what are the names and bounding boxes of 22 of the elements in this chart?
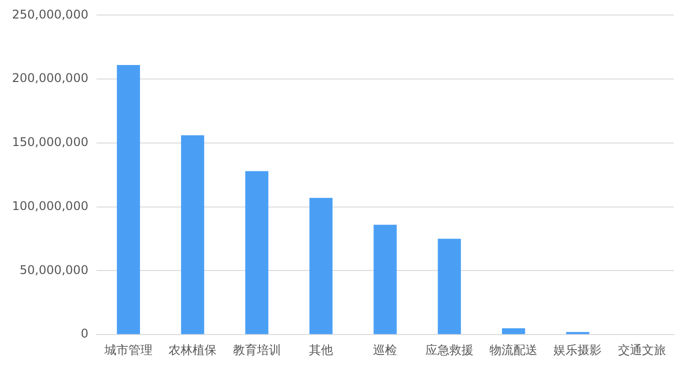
- x-tick-label: 交通文旅: [618, 342, 666, 357]
- bar: [181, 135, 204, 334]
- x-tick-label: 农林植保: [168, 342, 217, 357]
- bar: [502, 328, 526, 334]
- bar: [438, 238, 461, 334]
- x-tick-label: 娱乐摄影: [554, 342, 602, 357]
- y-tick-label: 100,000,000: [12, 198, 88, 213]
- bar: [245, 171, 268, 334]
- bar: [116, 65, 140, 334]
- y-tick-label: 150,000,000: [12, 135, 88, 150]
- x-tick-label: 教育培训: [232, 342, 281, 357]
- x-tick-label: 应急救援: [425, 342, 474, 357]
- x-tick-label: 城市管理: [103, 342, 152, 357]
- x-tick-label: 物流配送: [490, 342, 538, 357]
- y-tick-label: 50,000,000: [20, 262, 88, 277]
- x-tick-label: 其他: [308, 342, 333, 357]
- x-tick-label: 巡检: [373, 342, 398, 357]
- bar: [374, 224, 397, 334]
- y-tick-label: 200,000,000: [12, 71, 88, 86]
- y-tick-label: 0: [80, 326, 88, 341]
- y-tick-label: 250,000,000: [12, 7, 88, 22]
- bar: [309, 198, 333, 334]
